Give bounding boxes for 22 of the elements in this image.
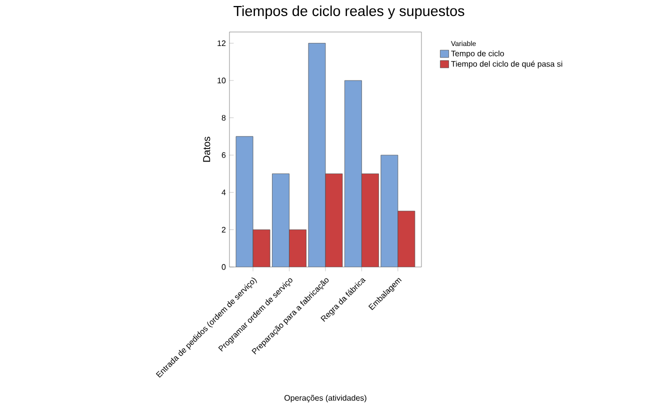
y-axis-title: Datos — [203, 136, 210, 162]
y-tick-label: 4 — [222, 190, 226, 196]
bar — [325, 174, 342, 267]
x-axis-title: Operações (atividades) — [284, 394, 366, 402]
bar — [398, 210, 416, 267]
bar — [236, 136, 253, 267]
bar — [272, 174, 290, 267]
legend-label: Tempo de ciclo — [451, 50, 504, 58]
chart-title: Tiempos de ciclo reales y supuestos — [234, 6, 464, 19]
bar — [344, 80, 362, 267]
y-tick-label: 10 — [218, 78, 226, 84]
y-tick-label: 12 — [218, 40, 226, 46]
legend-label: Tiempo del ciclo de qué pasa si — [451, 60, 562, 68]
bar — [308, 43, 326, 267]
y-tick-label: 8 — [222, 114, 226, 121]
y-tick-label: 6 — [222, 152, 226, 158]
bar — [253, 230, 270, 267]
y-tick-label: 0 — [222, 264, 226, 270]
bar — [289, 230, 306, 267]
y-tick-label: 2 — [222, 226, 226, 232]
bar — [362, 174, 379, 267]
bar — [380, 154, 398, 267]
